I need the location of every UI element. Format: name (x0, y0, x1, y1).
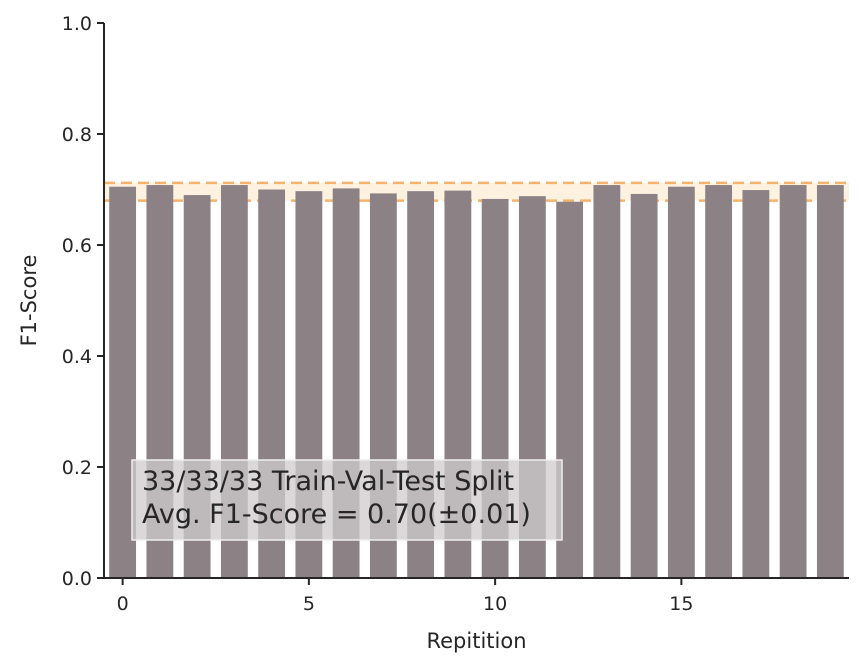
mean-band-layer (104, 181, 849, 202)
x-axis-label: Repitition (426, 629, 526, 653)
bar-rep-14 (630, 193, 658, 578)
y-tick-label: 1.0 (62, 13, 92, 35)
bar-rep-18 (779, 185, 807, 578)
bar-rep-15 (667, 186, 695, 578)
y-tick-label: 0.2 (62, 457, 92, 479)
x-tick-label: 0 (117, 593, 129, 615)
axes-layer: 0.0 0.2 0.4 0.6 0.8 1.0 0 5 10 15 (62, 13, 849, 615)
x-tick-label: 15 (669, 593, 693, 615)
mean-band-fill (104, 182, 849, 201)
y-tick-label: 0.6 (62, 235, 92, 257)
y-tick-label: 0.8 (62, 124, 92, 146)
bar-rep-17 (742, 190, 770, 578)
annotation-box (131, 459, 563, 541)
y-axis-label: F1-Score (17, 255, 41, 347)
bar-rep-16 (705, 185, 733, 578)
annotation-layer: 33/33/33 Train-Val-Test Split Avg. F1-Sc… (131, 459, 563, 541)
bar-rep-19 (816, 185, 844, 578)
annotation-line-split: 33/33/33 Train-Val-Test Split (142, 466, 514, 497)
x-tick-label: 10 (483, 593, 507, 615)
annotation-line-avg-f1: Avg. F1-Score = 0.70(±0.01) (142, 499, 531, 530)
y-tick-label: 0.0 (62, 568, 92, 590)
x-tick-label: 5 (303, 593, 315, 615)
bar-rep-13 (593, 185, 621, 578)
y-tick-label: 0.4 (62, 346, 92, 368)
